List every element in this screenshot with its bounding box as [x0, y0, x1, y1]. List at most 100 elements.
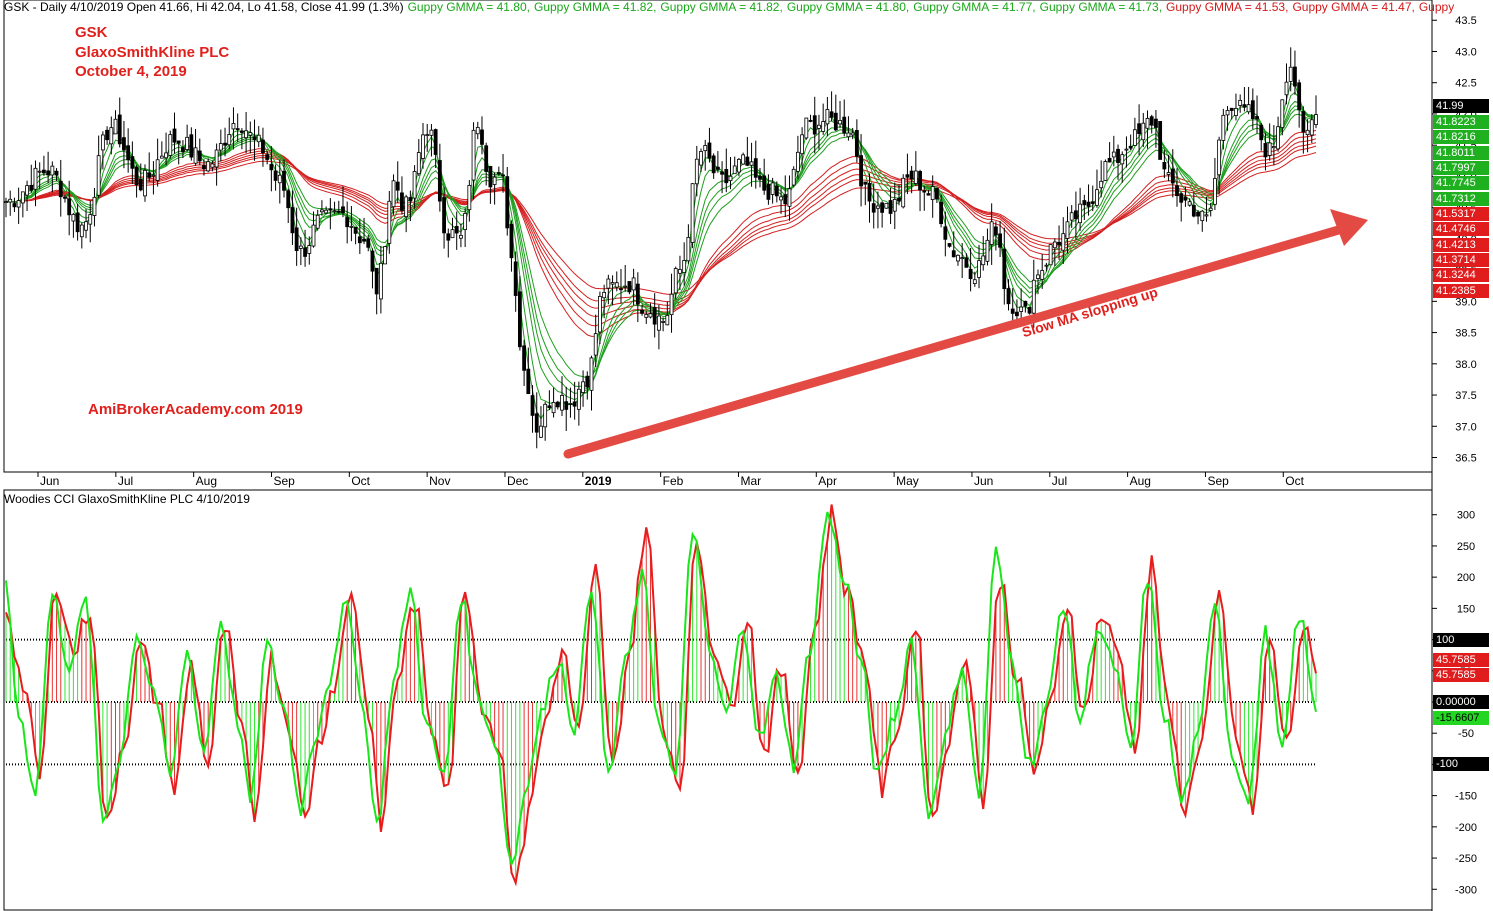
- price-bar-body-201: [850, 132, 855, 136]
- price-bar-body-280: [1183, 196, 1188, 201]
- price-bar-body-106: [450, 229, 455, 239]
- price-bar-body-250: [1057, 241, 1061, 246]
- price-bar-body-164: [694, 158, 699, 185]
- price-bar-body-199: [842, 116, 847, 134]
- price-bar-body-296: [1250, 100, 1255, 120]
- price-bar-body-32: [138, 179, 143, 191]
- price-bar-body-156: [661, 321, 666, 323]
- price-bar-body-92: [391, 180, 396, 208]
- price-bar-body-101: [429, 129, 434, 136]
- price-bar-body-162: [686, 237, 691, 262]
- price-bar-body-42: [181, 147, 185, 153]
- fast-gmma-line-0: [5, 82, 1317, 420]
- price-bar-body-34: [147, 172, 152, 178]
- price-bar-body-236: [998, 233, 1002, 248]
- price-bar-body-223: [943, 226, 948, 240]
- price-bar-body-143: [606, 278, 611, 289]
- price-bar-body-294: [1242, 104, 1247, 108]
- price-bar-body-299: [1263, 143, 1268, 158]
- price-bar-body-5: [25, 185, 29, 196]
- price-bar-body-146: [619, 288, 623, 291]
- price-bar-body-65: [277, 174, 282, 184]
- price-bar-body-20: [88, 214, 93, 225]
- price-bar-body-209: [884, 203, 889, 209]
- price-bar-body-132: [560, 395, 564, 411]
- price-bar-body-273: [1154, 118, 1158, 128]
- gmma-labels: Guppy GMMA = 41.80, Guppy GMMA = 41.82, Gu…: [408, 0, 1459, 14]
- price-bar-body-286: [1208, 207, 1213, 211]
- price-bar-body-7: [33, 167, 38, 190]
- price-bar-body-23: [100, 134, 105, 151]
- price-bar-body-218: [922, 190, 927, 193]
- price-bar-body-128: [543, 403, 548, 428]
- cci-last-tag: -15.6607: [1433, 711, 1489, 725]
- price-bar-body-193: [817, 124, 821, 129]
- x-tick-label-11: May: [896, 474, 919, 488]
- x-tick-label-13: Jul: [1052, 474, 1067, 488]
- price-bar-body-104: [442, 197, 446, 234]
- price-bar-body-159: [673, 268, 678, 294]
- slow-gmma-tag-0: 41.5317: [1433, 207, 1489, 221]
- price-bar-body-308: [1301, 111, 1306, 133]
- price-bar-body-170: [720, 171, 724, 175]
- price-bar-body-181: [766, 183, 771, 200]
- price-bar-body-53: [227, 134, 232, 146]
- price-bar-body-79: [336, 210, 341, 213]
- price-bar-body-25: [109, 127, 114, 145]
- cci-level-tag-neg100: -100: [1433, 757, 1489, 772]
- price-bar-body-72: [307, 245, 312, 254]
- price-bar-body-300: [1267, 142, 1272, 156]
- price-bar-body-114: [484, 145, 489, 172]
- last-close-tag: 41.99: [1433, 99, 1489, 113]
- price-bars-group: [4, 47, 1318, 449]
- price-bar-body-231: [977, 260, 981, 278]
- price-bar-body-110: [467, 185, 472, 211]
- price-bar-body-130: [551, 401, 556, 414]
- price-bar-body-129: [547, 405, 552, 408]
- price-bar-body-123: [522, 345, 527, 371]
- price-bar-body-83: [353, 226, 358, 234]
- price-bar-body-290: [1225, 110, 1230, 116]
- price-bar-body-66: [282, 170, 286, 191]
- cci-lines: [5, 504, 1317, 887]
- price-bar-body-107: [454, 225, 459, 234]
- price-bar-body-304: [1284, 81, 1289, 96]
- x-tick-label-9: Mar: [740, 474, 761, 488]
- price-bar-body-292: [1234, 108, 1238, 116]
- price-bar-body-195: [825, 109, 830, 125]
- price-bar-body-227: [960, 257, 965, 260]
- price-bar-body-142: [602, 291, 607, 299]
- price-bar-body-134: [568, 402, 573, 405]
- price-bar-body-60: [256, 134, 261, 143]
- price-bar-body-242: [1023, 300, 1028, 307]
- price-bar-body-259: [1095, 189, 1099, 206]
- price-bar-body-239: [1010, 308, 1015, 314]
- price-bar-body-184: [779, 196, 783, 201]
- price-bar-body-233: [985, 239, 990, 262]
- price-bar-body-157: [665, 315, 670, 326]
- x-tick-label-14: Aug: [1130, 474, 1151, 488]
- price-bar-body-307: [1297, 82, 1302, 111]
- price-bar-body-56: [239, 130, 244, 133]
- price-bar-body-185: [783, 194, 788, 205]
- price-bar-body-96: [408, 197, 413, 202]
- price-tick-label-12: 42.5: [1455, 78, 1476, 90]
- price-bar-body-113: [480, 129, 484, 145]
- price-bar-body-243: [1027, 306, 1032, 314]
- price-bar-body-166: [703, 145, 708, 152]
- price-bar-body-108: [459, 234, 463, 239]
- header-summary: GSK - Daily 4/10/2019 Open 41.66, Hi 42.…: [4, 0, 404, 14]
- x-tick-label-4: Oct: [351, 474, 370, 488]
- price-bar-body-10: [46, 170, 51, 176]
- fast-gmma-line-4: [5, 109, 1317, 388]
- price-bar-body-105: [446, 233, 451, 241]
- price-bar-body-208: [880, 202, 885, 213]
- price-bar-body-234: [989, 221, 994, 245]
- cci-tick-label-0: -300: [1455, 884, 1477, 896]
- gmma-label-6: Guppy GMMA = 41.53,: [1166, 0, 1289, 14]
- price-bar-body-163: [690, 183, 695, 243]
- price-bar-body-1: [8, 198, 13, 203]
- price-bar-body-190: [804, 117, 809, 139]
- price-bar-body-109: [463, 213, 468, 230]
- price-tick-label-4: 38.5: [1455, 328, 1476, 340]
